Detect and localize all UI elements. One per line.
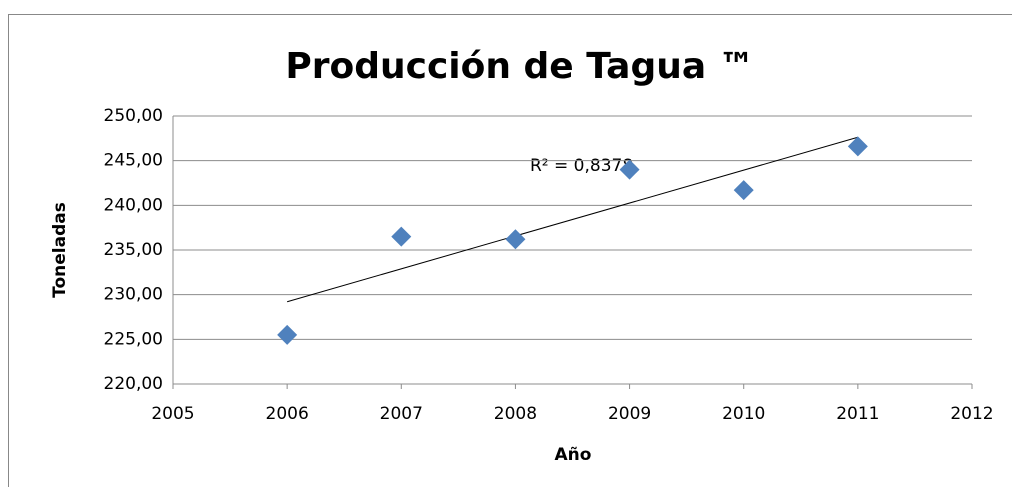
y-tick-label: 220,00: [104, 374, 163, 394]
point: [847, 136, 868, 157]
chart-title: Producción de Tagua ™: [285, 46, 754, 87]
x-tick-label: 2009: [608, 404, 651, 424]
point: [619, 159, 640, 180]
y-tick-label: 235,00: [104, 240, 163, 260]
y-tick-label: 250,00: [104, 106, 163, 126]
y-tick-label: 240,00: [104, 195, 163, 215]
chart-frame: [8, 14, 1012, 487]
y-tick-label: 225,00: [104, 329, 163, 349]
x-tick-label: 2011: [836, 404, 879, 424]
y-tick-label: 230,00: [104, 285, 163, 305]
x-tick-label: 2012: [950, 404, 993, 424]
point: [733, 180, 754, 201]
point: [505, 229, 526, 250]
point: [391, 226, 412, 247]
x-tick-label: 2010: [722, 404, 765, 424]
x-tick-label: 2006: [266, 404, 309, 424]
point: [277, 324, 298, 345]
x-tick-label: 2008: [494, 404, 537, 424]
r-squared-label: R² = 0,8378: [530, 156, 633, 176]
y-axis-label: Toneladas: [50, 202, 70, 298]
x-tick-label: 2005: [151, 404, 194, 424]
y-tick-label: 245,00: [104, 151, 163, 171]
trendline: [287, 136, 858, 303]
x-tick-label: 2007: [380, 404, 423, 424]
x-axis-label: Año: [555, 445, 592, 465]
